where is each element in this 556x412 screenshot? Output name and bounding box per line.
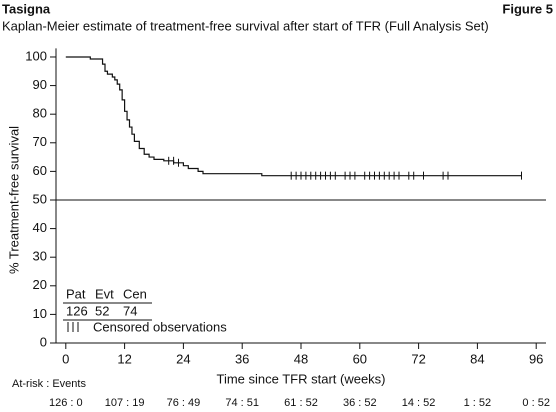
summary-value: 74: [123, 303, 137, 318]
at-risk-label: 36 : 52: [343, 397, 377, 409]
at-risk-label: 14 : 52: [402, 397, 436, 409]
x-tick-label: 12: [117, 351, 131, 366]
at-risk-label: 126 : 0: [49, 397, 83, 409]
y-tick-label: 60: [33, 163, 47, 178]
chart-title: Kaplan-Meier estimate of treatment-free …: [2, 18, 489, 33]
x-tick-label: 72: [411, 351, 425, 366]
survival-curve: [65, 56, 522, 177]
at-risk-label: 61 : 52: [284, 397, 318, 409]
y-tick-label: 10: [33, 306, 47, 321]
y-tick-label: 30: [33, 249, 47, 264]
censor-legend-label: Censored observations: [93, 319, 227, 334]
x-tick-label: 0: [62, 351, 69, 366]
y-tick-label: 40: [33, 220, 47, 235]
y-tick-label: 50: [33, 191, 47, 206]
y-tick-label: 100: [25, 48, 47, 63]
summary-header: Pat: [66, 286, 86, 301]
at-risk-label: 1 : 52: [464, 397, 492, 409]
y-tick-label: 0: [40, 334, 47, 349]
at-risk-label: 107 : 19: [105, 397, 145, 409]
x-axis-title: Time since TFR start (weeks): [216, 371, 385, 386]
at-risk-label: 0 : 52: [522, 397, 550, 409]
y-tick-label: 90: [33, 77, 47, 92]
figure-number: Figure 5: [502, 1, 553, 16]
y-tick-label: 70: [33, 134, 47, 149]
x-tick-label: 36: [235, 351, 249, 366]
x-tick-label: 60: [353, 351, 367, 366]
at-risk-label: 76 : 49: [167, 397, 201, 409]
x-tick-label: 96: [529, 351, 543, 366]
y-tick-label: 20: [33, 277, 47, 292]
x-tick-label: 24: [176, 351, 190, 366]
x-tick-label: 84: [470, 351, 484, 366]
product-name: Tasigna: [2, 1, 51, 16]
x-tick-label: 48: [294, 351, 308, 366]
y-axis-title: % Treatment-free survival: [6, 126, 21, 274]
summary-header: Cen: [123, 286, 147, 301]
at-risk-title: At-risk : Events: [12, 378, 86, 390]
summary-value: 126: [66, 303, 88, 318]
summary-value: 52: [95, 303, 109, 318]
summary-header: Evt: [95, 286, 114, 301]
y-tick-label: 80: [33, 106, 47, 121]
at-risk-label: 74 : 51: [225, 397, 259, 409]
